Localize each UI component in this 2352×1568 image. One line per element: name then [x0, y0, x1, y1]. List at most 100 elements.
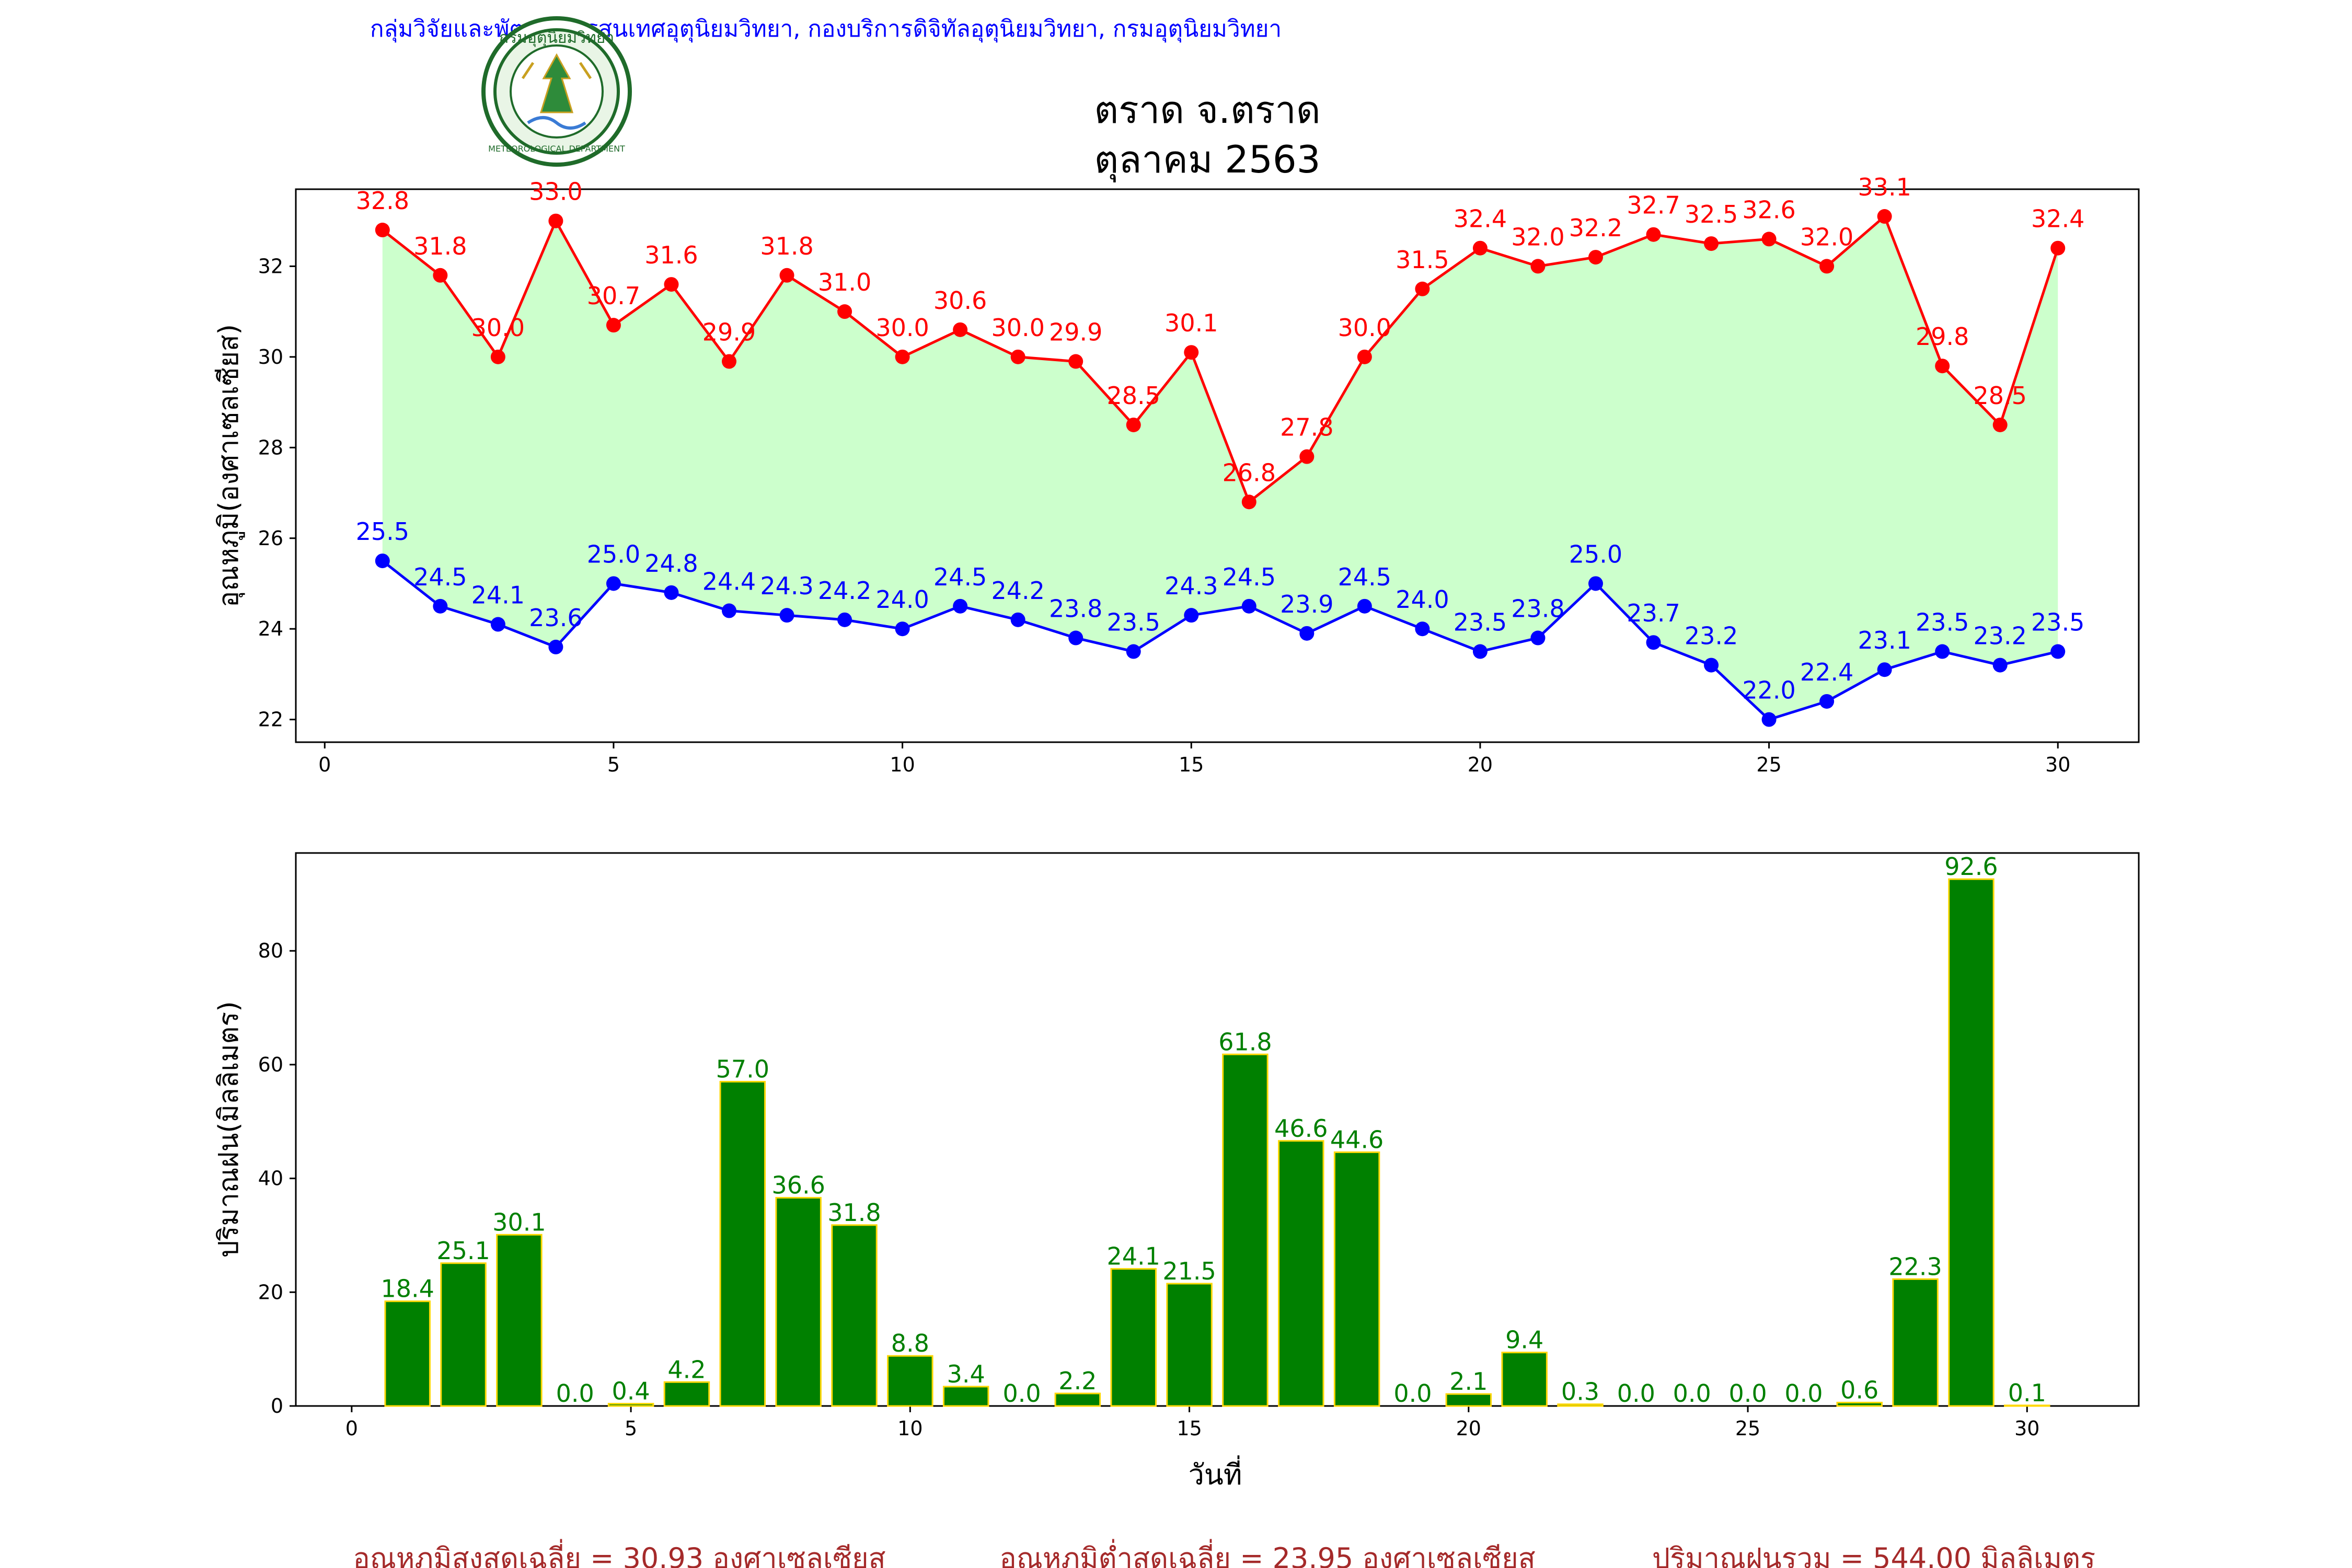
- rainfall-value-label: 0.6: [1840, 1376, 1878, 1404]
- max-temperature-point: [2050, 240, 2066, 256]
- temperature-x-tick-label: 15: [1179, 753, 1204, 776]
- max-temperature-point: [1415, 281, 1430, 296]
- max-temperature-label: 30.0: [471, 314, 525, 342]
- min-temperature-point: [433, 598, 448, 614]
- rainfall-bar: [2004, 1404, 2050, 1407]
- max-temperature-point: [1357, 349, 1372, 364]
- min-temperature-point: [1530, 630, 1546, 645]
- min-temperature-label: 24.0: [1396, 585, 1449, 614]
- max-temperature-label: 32.2: [1569, 214, 1622, 242]
- max-temperature-point: [1646, 227, 1661, 242]
- rainfall-chart: 0 5 10 15 20 25 30 0 20 40 60 80 18.425.130.1 0.0 0.4 4…: [213, 852, 2140, 1491]
- temperature-x-tick-label: 5: [607, 753, 620, 776]
- temperature-y-tick-label: 24: [258, 617, 283, 640]
- rainfall-bar: [1222, 1053, 1269, 1407]
- min-temperature-label: 22.4: [1800, 658, 1853, 686]
- max-temperature-label: 29.8: [1916, 322, 1969, 351]
- rainfall-value-label: 57.0: [716, 1055, 769, 1083]
- min-temperature-point: [1010, 612, 1025, 627]
- max-temperature-label: 26.8: [1223, 458, 1276, 487]
- max-temperature-label: 33.1: [1858, 173, 1911, 201]
- temperature-axes-frame: [295, 188, 2140, 743]
- rainfall-x-tick-label: 10: [897, 1417, 923, 1440]
- rainfall-value-label: 3.4: [947, 1360, 985, 1388]
- rainfall-x-tick-label: 25: [1735, 1417, 1760, 1440]
- max-temperature-point: [606, 318, 621, 333]
- min-temperature-label: 24.5: [1223, 563, 1276, 591]
- max-temperature-label: 30.6: [933, 286, 987, 315]
- rainfall-value-label: 8.8: [891, 1329, 929, 1357]
- min-temperature-point: [1068, 630, 1083, 645]
- max-temperature-label: 29.9: [1049, 318, 1102, 347]
- rainfall-bar: [1892, 1278, 1939, 1407]
- min-temperature-point: [1184, 608, 1199, 623]
- max-temperature-point: [1588, 250, 1603, 265]
- rainfall-value-label: 44.6: [1330, 1126, 1383, 1154]
- max-temperature-point: [1126, 417, 1141, 432]
- min-temperature-label: 23.5: [1454, 608, 1507, 637]
- rainfall-bar: [831, 1224, 878, 1407]
- min-temperature-label: 24.5: [933, 563, 987, 591]
- rainfall-x-tick-label: 30: [2014, 1417, 2039, 1440]
- max-temperature-label: 28.5: [1974, 382, 2027, 410]
- max-temperature-label: 30.0: [1338, 314, 1391, 342]
- max-temperature-label: 31.8: [760, 232, 813, 260]
- rainfall-value-label: 25.1: [436, 1237, 490, 1265]
- max-temperature-point: [779, 268, 794, 283]
- temperature-range-fill: [382, 216, 2058, 720]
- min-temperature-label: 23.8: [1511, 595, 1564, 623]
- min-temperature-point: [1935, 644, 1950, 659]
- min-temperature-label: 23.2: [1685, 622, 1738, 650]
- rainfall-x-tick-label: 0: [345, 1417, 358, 1440]
- max-temperature-point: [1877, 209, 1892, 224]
- min-temperature-point: [2050, 644, 2066, 659]
- max-temperature-label: 29.9: [702, 318, 756, 347]
- max-temperature-point: [953, 322, 968, 337]
- seal-top-text: กรมอุตุนิยมวิทยา: [499, 29, 614, 48]
- rainfall-bar: [1836, 1401, 1883, 1407]
- summary-total-rain: ปริมาณฝนรวม = 544.00 มิลลิเมตร: [1652, 1542, 2095, 1568]
- max-temperature-point: [1241, 494, 1256, 510]
- temperature-y-tick-label: 30: [258, 345, 283, 368]
- rainfall-bar: [1948, 878, 1994, 1407]
- min-temperature-point: [548, 639, 563, 654]
- max-temperature-point: [1935, 359, 1950, 374]
- min-temperature-label: 22.0: [1742, 676, 1795, 705]
- temperature-x-tick-label: 20: [1468, 753, 1493, 776]
- rainfall-bar: [384, 1300, 431, 1407]
- max-temperature-label: 31.6: [644, 241, 698, 269]
- min-temperature-point: [1646, 635, 1661, 650]
- rainfall-value-label: 0.0: [1728, 1379, 1767, 1408]
- min-temperature-point: [1126, 644, 1141, 659]
- rainfall-value-label: 0.3: [1561, 1378, 1599, 1406]
- min-temperature-point: [895, 621, 910, 637]
- max-temperature-label: 31.5: [1396, 246, 1449, 274]
- rainfall-value-label: 0.0: [1393, 1379, 1432, 1408]
- rainfall-x-tick-label: 15: [1177, 1417, 1202, 1440]
- rainfall-value-label: 4.2: [667, 1355, 706, 1383]
- rainfall-bar: [1278, 1140, 1324, 1407]
- chart-title-line1: ตราด จ.ตราด: [1094, 88, 1320, 132]
- min-temperature-label: 23.9: [1280, 590, 1333, 618]
- rainfall-bar: [1557, 1403, 1604, 1407]
- min-temperature-point: [1299, 626, 1315, 641]
- min-temperature-point: [606, 576, 621, 591]
- min-temperature-point: [779, 608, 794, 623]
- temperature-x-tick-label: 10: [890, 753, 915, 776]
- max-temperature-point: [1184, 345, 1199, 360]
- summary-avg-max: อุณหภูมิสูงสุดเฉลี่ย = 30.93 องศาเซลเซีย…: [353, 1539, 885, 1568]
- rainfall-bar: [775, 1197, 822, 1407]
- min-temperature-label: 24.2: [818, 577, 871, 605]
- rainfall-bar: [719, 1081, 766, 1407]
- min-temperature-point: [664, 585, 679, 600]
- rainfall-value-label: 31.8: [827, 1198, 881, 1227]
- min-temperature-label: 24.3: [1165, 572, 1218, 600]
- max-temperature-point: [1819, 259, 1835, 274]
- temperature-plot-area: 0 5 10 15 20 25 3022242628303232.831.830.033.0…: [258, 173, 2140, 776]
- rainfall-y-tick-label: 60: [258, 1053, 283, 1076]
- max-temperature-line: [382, 214, 2059, 504]
- min-temperature-point: [1357, 598, 1372, 614]
- rainfall-x-tick-label: 5: [625, 1417, 637, 1440]
- rainfall-value-label: 0.0: [1673, 1379, 1711, 1408]
- max-temperature-label: 32.4: [2031, 205, 2084, 233]
